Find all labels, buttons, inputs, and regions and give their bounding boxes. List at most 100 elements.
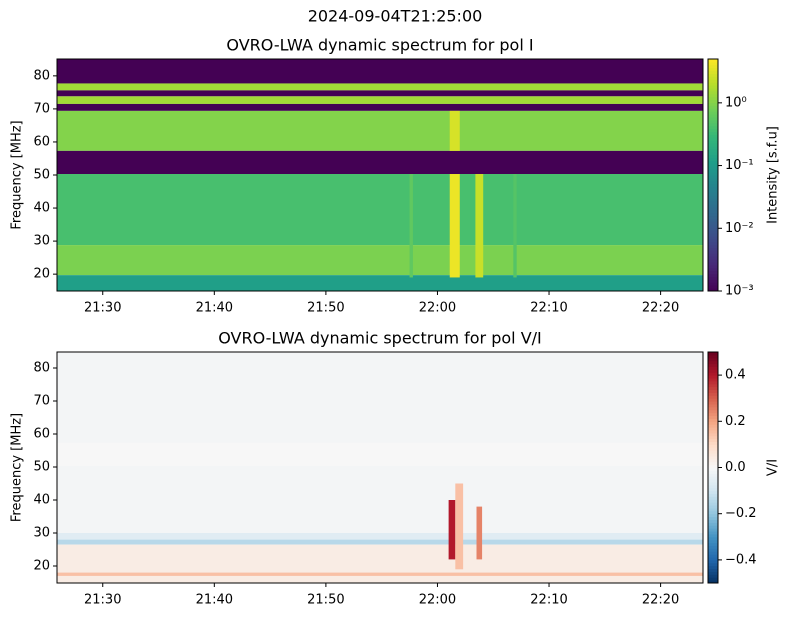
colorbar-swatch bbox=[708, 424, 718, 428]
colorbar-swatch bbox=[708, 206, 718, 211]
y-axis-label: Frequency [MHz] bbox=[10, 120, 25, 229]
heatmap-cell bbox=[57, 544, 703, 583]
heatmap-cell bbox=[57, 539, 703, 545]
colorbar-tick-label: 10⁻² bbox=[725, 221, 754, 236]
colorbar-swatch bbox=[708, 401, 718, 405]
colorbar-swatch bbox=[708, 360, 718, 365]
colorbar-swatch bbox=[708, 131, 718, 135]
colorbar-swatch bbox=[708, 166, 718, 170]
colorbar-swatch bbox=[708, 114, 718, 118]
colorbar-swatch bbox=[708, 507, 718, 512]
colorbar-swatch bbox=[708, 99, 718, 103]
colorbar-swatch bbox=[708, 59, 718, 63]
y-tick-label: 80 bbox=[33, 68, 50, 83]
colorbar-swatch bbox=[708, 93, 718, 98]
colorbar-swatch bbox=[708, 554, 718, 558]
colorbar-swatch bbox=[708, 479, 718, 483]
colorbar-swatch bbox=[708, 79, 718, 83]
colorbar-swatch bbox=[708, 412, 718, 417]
colorbar-swatch bbox=[708, 557, 718, 561]
colorbar-swatch bbox=[708, 395, 718, 399]
heatmap-cell bbox=[57, 442, 703, 467]
colorbar-swatch bbox=[708, 198, 718, 202]
colorbar-swatch bbox=[708, 369, 718, 373]
colorbar-swatch bbox=[708, 519, 718, 523]
colorbar-swatch bbox=[708, 435, 718, 440]
colorbar-swatch bbox=[708, 256, 718, 260]
panel-title: OVRO-LWA dynamic spectrum for pol I bbox=[226, 36, 533, 55]
colorbar-swatch bbox=[708, 244, 718, 248]
panel-title: OVRO-LWA dynamic spectrum for pol V/I bbox=[218, 329, 542, 348]
x-tick-label: 21:40 bbox=[196, 593, 233, 608]
colorbar-tick-label: −0.4 bbox=[725, 552, 757, 567]
heatmap-cell bbox=[57, 174, 703, 246]
colorbar-swatch bbox=[708, 160, 718, 164]
colorbar-swatch bbox=[708, 128, 718, 132]
colorbar-swatch bbox=[708, 421, 718, 425]
colorbar-swatch bbox=[708, 172, 718, 176]
heatmap-cell bbox=[449, 110, 460, 151]
colorbar-swatch bbox=[708, 542, 718, 546]
colorbar-swatch bbox=[708, 562, 718, 567]
colorbar-swatch bbox=[708, 282, 718, 286]
colorbar-swatch bbox=[708, 85, 718, 89]
colorbar-swatch bbox=[708, 447, 718, 451]
colorbar-swatch bbox=[708, 221, 718, 225]
colorbar-swatch bbox=[708, 467, 718, 471]
colorbar-swatch bbox=[708, 380, 718, 385]
colorbar-swatch bbox=[708, 487, 718, 492]
y-tick-label: 80 bbox=[33, 361, 50, 376]
colorbar-swatch bbox=[708, 548, 718, 552]
colorbar-swatch bbox=[708, 580, 718, 584]
x-tick-label: 21:30 bbox=[84, 301, 121, 316]
heatmap-cell bbox=[57, 572, 703, 576]
colorbar-swatch bbox=[708, 73, 718, 77]
colorbar-swatch bbox=[708, 82, 718, 86]
colorbar-swatch bbox=[708, 253, 718, 257]
colorbar-swatch bbox=[708, 357, 718, 362]
heatmap-cell bbox=[513, 174, 517, 278]
y-tick-label: 30 bbox=[33, 234, 50, 249]
heatmap-cell bbox=[57, 352, 703, 534]
colorbar-tick-label: −0.2 bbox=[725, 506, 757, 521]
colorbar-swatch bbox=[708, 264, 718, 269]
colorbar-swatch bbox=[708, 522, 718, 526]
y-tick-label: 50 bbox=[33, 460, 50, 475]
colorbar-swatch bbox=[708, 154, 718, 159]
y-tick-label: 50 bbox=[33, 168, 50, 183]
x-tick-label: 21:40 bbox=[196, 301, 233, 316]
colorbar-tick-label: 0.0 bbox=[725, 460, 746, 475]
colorbar-swatch bbox=[708, 392, 718, 396]
colorbar-swatch bbox=[708, 453, 718, 457]
colorbar-swatch bbox=[708, 96, 718, 101]
y-tick-label: 40 bbox=[33, 201, 50, 216]
x-tick-label: 22:10 bbox=[530, 593, 567, 608]
colorbar-swatch bbox=[708, 470, 718, 474]
colorbar-swatch bbox=[708, 183, 718, 188]
colorbar-frame bbox=[707, 58, 719, 292]
colorbar-swatch bbox=[708, 493, 718, 497]
colorbar-swatch bbox=[708, 551, 718, 555]
colorbar-swatch bbox=[708, 192, 718, 196]
colorbar-swatch bbox=[708, 510, 718, 515]
colorbar-swatch bbox=[708, 238, 718, 243]
colorbar-swatch bbox=[708, 481, 718, 486]
colorbar-swatch bbox=[708, 151, 718, 156]
colorbar-swatch bbox=[708, 577, 718, 581]
colorbar-swatch bbox=[708, 175, 718, 179]
colorbar-swatch bbox=[708, 559, 718, 564]
colorbar-swatch bbox=[708, 276, 718, 280]
colorbar-swatch bbox=[708, 267, 718, 272]
y-tick-label: 40 bbox=[33, 493, 50, 508]
colorbar-swatch bbox=[708, 270, 718, 275]
colorbar-swatch bbox=[708, 354, 718, 359]
colorbar-swatch bbox=[708, 450, 718, 454]
colorbar-swatch bbox=[708, 148, 718, 153]
colorbar-swatch bbox=[708, 204, 718, 208]
colorbar-swatch bbox=[708, 352, 718, 356]
x-tick-label: 21:30 bbox=[84, 593, 121, 608]
heatmap-cell bbox=[448, 500, 456, 560]
colorbar-swatch bbox=[708, 227, 718, 231]
colorbar-tick-label: 0.2 bbox=[725, 414, 746, 429]
